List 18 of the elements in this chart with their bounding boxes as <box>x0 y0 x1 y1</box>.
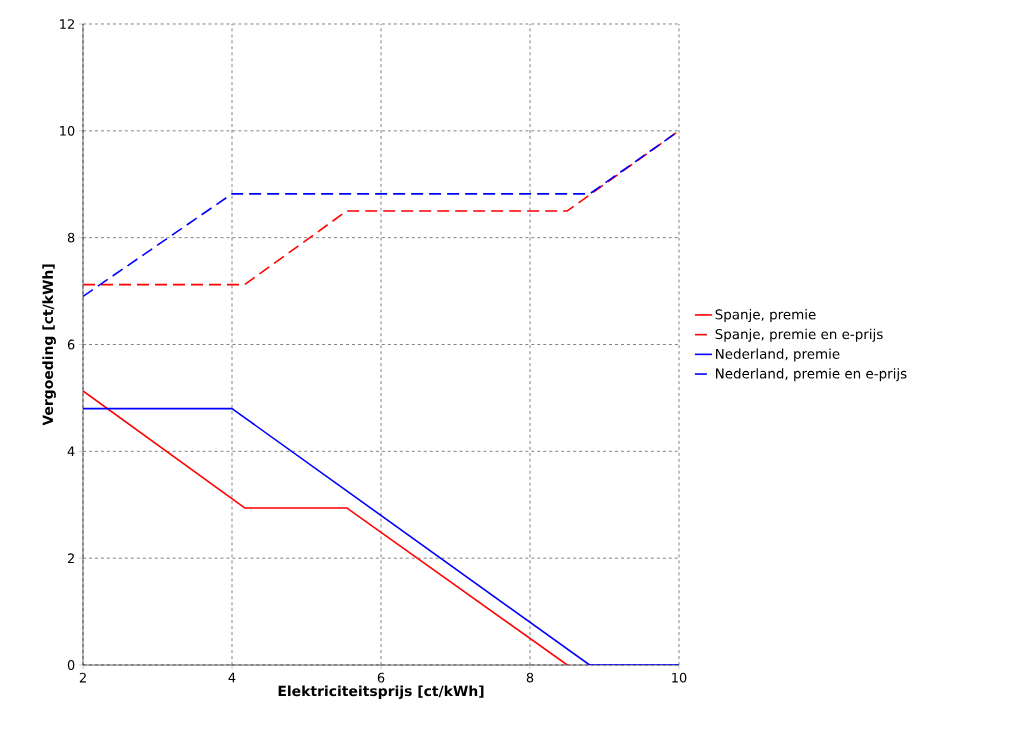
y-tick-label: 12 <box>60 19 74 29</box>
legend-label: Nederland, premie <box>716 348 840 362</box>
y-axis-title: Vergoeding [ct/kWh] <box>42 264 56 426</box>
x-tick-label: 2 <box>79 672 86 683</box>
x-axis-title: Elektriciteitsprijs [ct/kWh] <box>278 685 484 700</box>
y-tick-label: 2 <box>67 553 74 563</box>
legend-label: Spanje, premie <box>715 309 816 323</box>
x-tick-label: 4 <box>228 672 236 683</box>
x-tick-label: 10 <box>672 672 687 683</box>
legend-label: Nederland, premie en e-prijs <box>716 368 907 382</box>
legend-label: Spanje, premie en e-prijs <box>715 328 883 342</box>
x-tick-label: 6 <box>377 672 385 683</box>
x-tick-label: 8 <box>526 672 534 683</box>
y-tick-label: 4 <box>67 446 75 457</box>
y-tick-label: 0 <box>67 660 75 670</box>
y-tick-label: 8 <box>67 232 75 243</box>
y-tick-label: 10 <box>60 125 75 136</box>
y-tick-label: 6 <box>67 339 75 350</box>
